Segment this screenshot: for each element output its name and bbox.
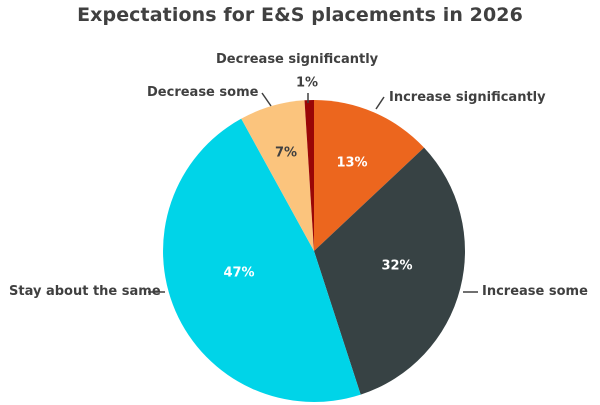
pct-increase-some: 32% (381, 258, 413, 274)
pct-decrease-some: 7% (274, 145, 298, 161)
label-increase-significantly: Increase significantly (389, 90, 546, 105)
chart-title: Expectations for E&S placements in 2026 (77, 4, 523, 26)
pct-stay-about-the-same: 47% (223, 265, 255, 281)
label-increase-some: Increase some (482, 284, 588, 299)
leader-lines (148, 92, 478, 293)
pct-increase-significantly: 13% (336, 155, 368, 171)
pie-slice-increase-significantly (314, 100, 425, 251)
label-stay-about-the-same: Stay about the same (9, 284, 161, 299)
pct-decrease-significantly: 1% (295, 75, 319, 91)
leader-line-decrease-some (261, 92, 272, 107)
pie-slice-decrease-some (241, 100, 314, 251)
pie-slice-decrease-significantly (304, 100, 314, 251)
pie-slice-increase-some (314, 147, 465, 395)
pie-slice-stay-about-the-same (163, 118, 361, 402)
leader-line-increase-significantly (375, 96, 385, 110)
label-decrease-significantly: Decrease significantly (216, 52, 379, 67)
label-decrease-some: Decrease some (147, 85, 259, 100)
pie-slices (163, 100, 465, 402)
